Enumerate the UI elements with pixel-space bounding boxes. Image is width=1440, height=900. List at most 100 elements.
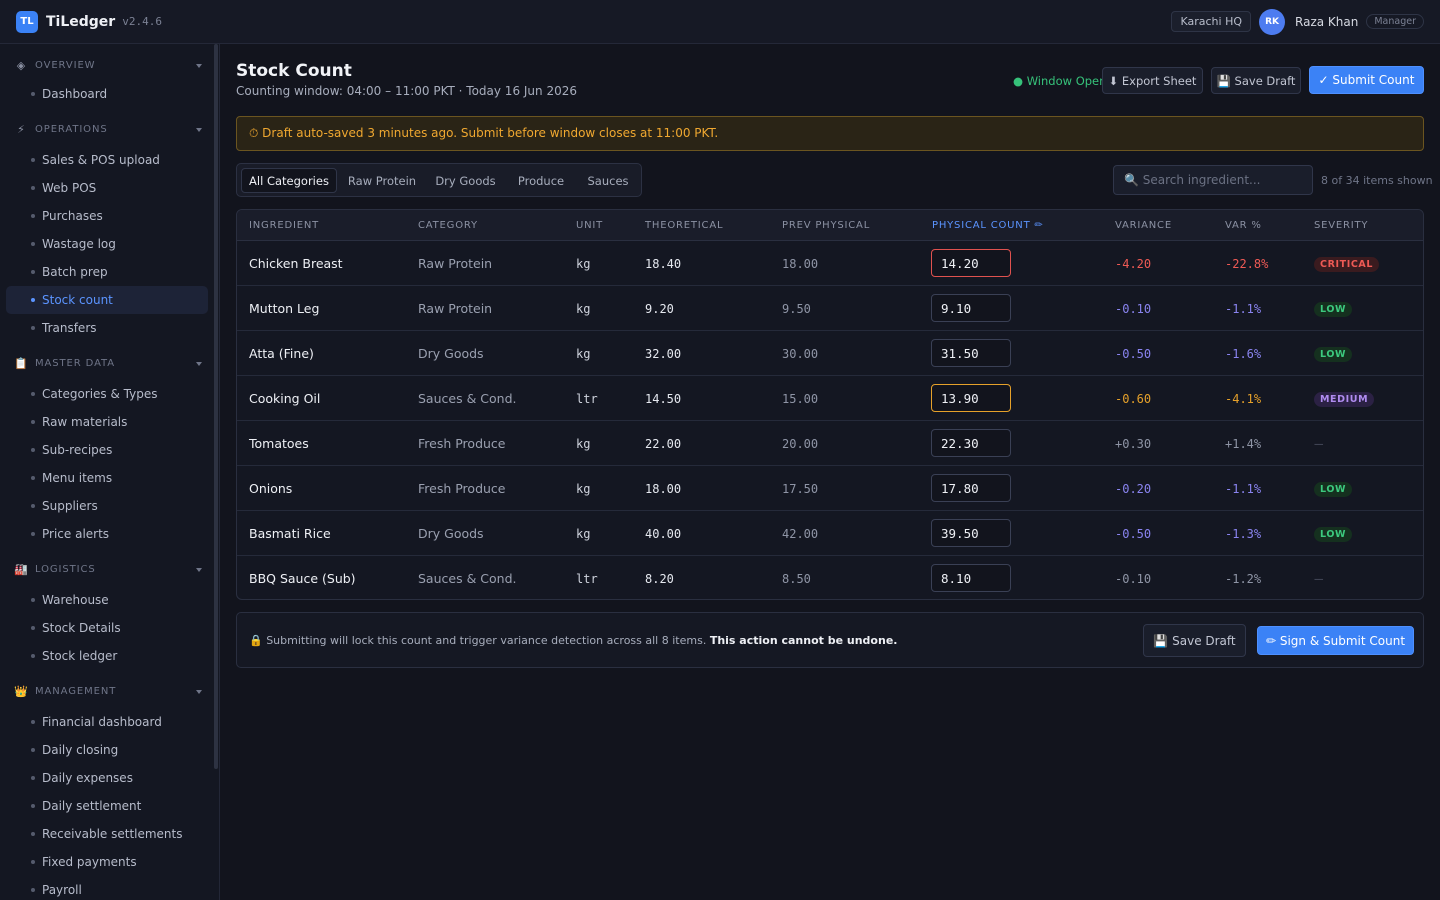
tab-sauces[interactable]: Sauces xyxy=(587,173,629,188)
category-tabs: All Categories Raw Protein Dry Goods Pro… xyxy=(236,163,642,197)
section-management[interactable]: 👑 MANAGEMENT xyxy=(14,685,202,698)
sidebar-item-categories-types[interactable]: Categories & Types xyxy=(6,380,208,408)
sidebar-item-raw-materials[interactable]: Raw materials xyxy=(6,408,208,436)
sidebar-item-sales-pos-upload[interactable]: Sales & POS upload xyxy=(6,146,208,174)
tab-dry-goods[interactable]: Dry Goods xyxy=(435,173,496,188)
column-header-ingredient[interactable]: INGREDIENT xyxy=(249,220,320,231)
ingredient-unit: ltr xyxy=(576,392,598,406)
sidebar-item-transfers[interactable]: Transfers xyxy=(6,314,208,342)
sidebar-item-suppliers[interactable]: Suppliers xyxy=(6,492,208,520)
ingredient-name: Chicken Breast xyxy=(249,256,343,271)
sidebar-scrollbar[interactable] xyxy=(214,44,218,769)
bullet-icon xyxy=(31,888,35,892)
sidebar-item-label: Batch prep xyxy=(42,265,108,279)
top-bar: TL TiLedger v2.4.6 Karachi HQ RK Raza Kh… xyxy=(0,0,1440,44)
clipboard-icon: 📋 xyxy=(14,357,28,370)
tab-all-categories[interactable]: All Categories xyxy=(241,168,337,193)
sidebar-item-menu-items[interactable]: Menu items xyxy=(6,464,208,492)
sidebar-item-label: Sales & POS upload xyxy=(42,153,160,167)
sidebar-item-receivable-settlements[interactable]: Receivable settlements xyxy=(6,820,208,848)
column-header-physical-count[interactable]: PHYSICAL COUNT ✏ xyxy=(932,220,1044,231)
variance-percent: -22.8% xyxy=(1225,257,1269,271)
physical-count-input[interactable]: 9.10 xyxy=(931,294,1011,322)
physical-count-input[interactable]: 14.20 xyxy=(931,249,1011,277)
sidebar-item-purchases[interactable]: Purchases xyxy=(6,202,208,230)
variance-value: -0.50 xyxy=(1115,347,1152,361)
sidebar-item-web-pos[interactable]: Web POS xyxy=(6,174,208,202)
sidebar-item-stock-details[interactable]: Stock Details xyxy=(6,614,208,642)
tab-raw-protein[interactable]: Raw Protein xyxy=(347,173,417,188)
sidebar-item-daily-expenses[interactable]: Daily expenses xyxy=(6,764,208,792)
ingredient-category: Dry Goods xyxy=(418,526,484,541)
severity-badge: LOW xyxy=(1314,527,1353,542)
sidebar-item-daily-settlement[interactable]: Daily settlement xyxy=(6,792,208,820)
section-operations[interactable]: ⚡ OPERATIONS xyxy=(14,123,202,136)
factory-icon: 🏭 xyxy=(14,563,28,576)
severity-badge: MEDIUM xyxy=(1314,392,1375,407)
bullet-icon xyxy=(31,214,35,218)
column-header-category[interactable]: CATEGORY xyxy=(418,220,478,231)
table-row: Tomatoes Fresh Produce kg 22.00 20.00 22.30 +0… xyxy=(237,421,1423,466)
search-input[interactable]: 🔍 Search ingredient... xyxy=(1113,165,1313,195)
column-header-variance[interactable]: VARIANCE xyxy=(1115,220,1172,231)
sidebar-item-dashboard[interactable]: Dashboard xyxy=(6,80,208,108)
severity-badge: LOW xyxy=(1314,482,1353,497)
lightning-icon: ⚡ xyxy=(17,123,25,136)
sign-submit-count-button[interactable]: ✏ Sign & Submit Count xyxy=(1257,626,1414,655)
bullet-icon xyxy=(31,804,35,808)
sidebar-item-sub-recipes[interactable]: Sub-recipes xyxy=(6,436,208,464)
tab-produce[interactable]: Produce xyxy=(517,173,565,188)
physical-count-input[interactable]: 31.50 xyxy=(931,339,1011,367)
ingredient-name: Basmati Rice xyxy=(249,526,331,541)
physical-count-input[interactable]: 39.50 xyxy=(931,519,1011,547)
physical-count-input[interactable]: 8.10 xyxy=(931,564,1011,592)
sidebar-item-warehouse[interactable]: Warehouse xyxy=(6,586,208,614)
sidebar-item-stock-count[interactable]: Stock count xyxy=(6,286,208,314)
physical-count-input[interactable]: 17.80 xyxy=(931,474,1011,502)
bullet-icon xyxy=(31,598,35,602)
submit-count-button[interactable]: ✓ Submit Count xyxy=(1309,66,1424,94)
export-sheet-button[interactable]: ⬇ Export Sheet xyxy=(1102,67,1203,94)
app-logo[interactable]: TL xyxy=(16,10,38,33)
save-draft-button[interactable]: 💾 Save Draft xyxy=(1211,67,1301,94)
sidebar-item-price-alerts[interactable]: Price alerts xyxy=(6,520,208,548)
submit-warning-text: 🔒 Submitting will lock this count and tr… xyxy=(249,634,707,647)
column-header-unit[interactable]: UNIT xyxy=(576,220,604,231)
chevron-down-icon xyxy=(196,689,202,694)
diamond-icon: ◈ xyxy=(16,59,26,72)
sidebar-item-stock-ledger[interactable]: Stock ledger xyxy=(6,642,208,670)
sidebar-item-fixed-payments[interactable]: Fixed payments xyxy=(6,848,208,876)
sidebar-item-financial-dashboard[interactable]: Financial dashboard xyxy=(6,708,208,736)
location-selector[interactable]: Karachi HQ xyxy=(1171,11,1252,32)
bullet-icon xyxy=(31,298,35,302)
variance-value: -0.10 xyxy=(1115,572,1152,586)
section-logistics[interactable]: 🏭 LOGISTICS xyxy=(14,563,202,576)
sidebar-item-daily-closing[interactable]: Daily closing xyxy=(6,736,208,764)
sidebar-item-label: Warehouse xyxy=(42,593,109,607)
bullet-icon xyxy=(31,626,35,630)
ingredient-category: Dry Goods xyxy=(418,346,484,361)
section-overview[interactable]: ◈ OVERVIEW xyxy=(14,59,202,72)
column-header-severity[interactable]: SEVERITY xyxy=(1314,220,1369,231)
sidebar-item-label: Stock count xyxy=(42,293,113,307)
section-label: MASTER DATA xyxy=(35,358,116,369)
ingredient-category: Fresh Produce xyxy=(418,481,506,496)
physical-count-input[interactable]: 13.90 xyxy=(931,384,1011,412)
footer-save-draft-button[interactable]: 💾 Save Draft xyxy=(1143,624,1246,657)
chevron-down-icon xyxy=(196,567,202,572)
column-header-var-pct[interactable]: VAR % xyxy=(1225,220,1262,231)
section-master-data[interactable]: 📋 MASTER DATA xyxy=(14,357,202,370)
table-row: Mutton Leg Raw Protein kg 9.20 9.50 9.10 -0.10… xyxy=(237,286,1423,331)
physical-count-input[interactable]: 22.30 xyxy=(931,429,1011,457)
sidebar-item-wastage-log[interactable]: Wastage log xyxy=(6,230,208,258)
column-header-prev-physical[interactable]: PREV PHYSICAL xyxy=(782,220,871,231)
sidebar-item-batch-prep[interactable]: Batch prep xyxy=(6,258,208,286)
sidebar-item-payroll[interactable]: Payroll xyxy=(6,876,208,900)
column-header-theoretical[interactable]: THEORETICAL xyxy=(645,220,724,231)
avatar[interactable]: RK xyxy=(1259,8,1286,35)
sidebar-item-label: Wastage log xyxy=(42,237,116,251)
table-row: Onions Fresh Produce kg 18.00 17.50 17.80 -0.2… xyxy=(237,466,1423,511)
section-label: OVERVIEW xyxy=(35,60,96,71)
user-name[interactable]: Raza Khan xyxy=(1295,14,1359,29)
sidebar-item-label: Transfers xyxy=(42,321,97,335)
